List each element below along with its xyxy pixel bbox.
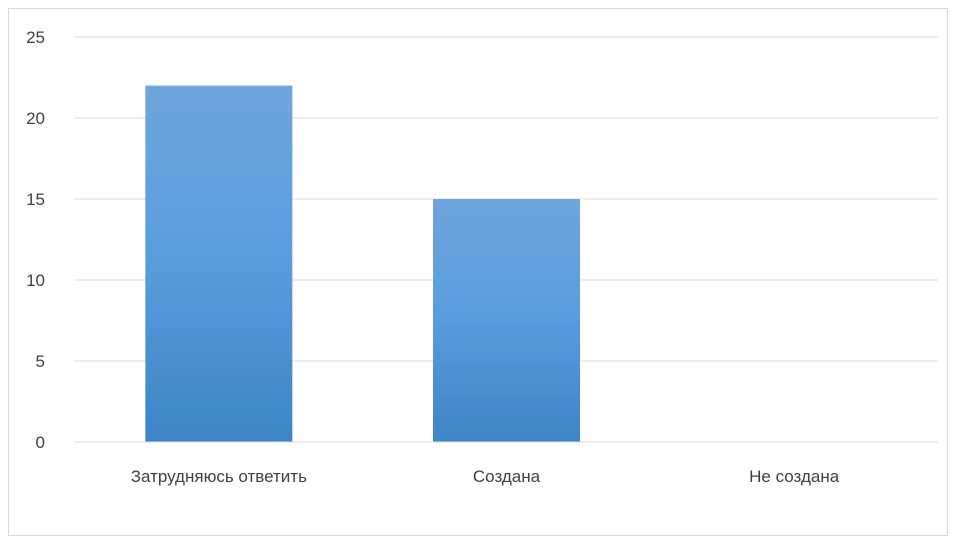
bar-1: [145, 85, 293, 442]
y-tick-label: 20: [26, 109, 45, 128]
y-tick-label: 0: [36, 433, 45, 452]
x-category-label: Создана: [473, 467, 541, 486]
y-tick-label: 10: [26, 271, 45, 290]
y-tick-label: 15: [26, 190, 45, 209]
x-axis-labels: Затрудняюсь ответить Создана Не создана: [131, 467, 840, 486]
x-category-label: Затрудняюсь ответить: [131, 467, 307, 486]
bar-2: [433, 199, 580, 442]
y-tick-label: 5: [36, 352, 45, 371]
y-axis-ticks: 0 5 10 15 20 25: [26, 28, 45, 452]
x-category-label: Не создана: [749, 467, 840, 486]
y-tick-label: 25: [26, 28, 45, 47]
bars: [145, 85, 580, 442]
